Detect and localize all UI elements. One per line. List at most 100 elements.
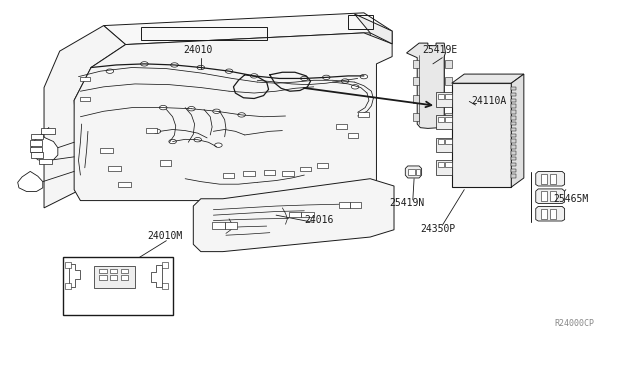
Bar — [348, 15, 373, 29]
Text: 24016: 24016 — [304, 215, 333, 225]
Bar — [550, 191, 556, 201]
Bar — [436, 115, 452, 129]
Bar — [550, 209, 556, 219]
Bar — [436, 160, 452, 175]
Bar — [438, 140, 444, 144]
Circle shape — [171, 63, 179, 67]
Bar — [445, 94, 452, 99]
Polygon shape — [511, 74, 524, 187]
Polygon shape — [69, 264, 81, 287]
Bar — [511, 174, 516, 178]
Bar — [511, 116, 516, 120]
Text: 24110A: 24110A — [472, 96, 507, 106]
Bar — [511, 134, 516, 137]
Bar — [408, 169, 415, 176]
Bar — [413, 60, 419, 68]
Bar — [243, 171, 255, 176]
Polygon shape — [536, 171, 564, 186]
Polygon shape — [150, 266, 162, 287]
Bar — [438, 117, 444, 122]
Bar — [81, 97, 90, 101]
Polygon shape — [405, 166, 422, 178]
Bar — [358, 112, 369, 118]
Text: R24000CP: R24000CP — [555, 319, 595, 328]
Bar — [445, 95, 452, 103]
Polygon shape — [193, 179, 394, 251]
Polygon shape — [44, 26, 125, 208]
Bar — [94, 266, 135, 288]
Bar — [511, 104, 516, 108]
Bar — [445, 117, 452, 122]
Bar — [108, 166, 120, 171]
Bar — [541, 191, 547, 201]
Circle shape — [212, 109, 220, 113]
Circle shape — [197, 65, 205, 70]
Circle shape — [214, 143, 222, 147]
Bar — [301, 212, 314, 217]
Bar — [436, 92, 452, 107]
Text: 25419E: 25419E — [423, 45, 458, 55]
Bar — [264, 170, 275, 175]
Circle shape — [106, 69, 114, 73]
Circle shape — [250, 74, 258, 78]
Circle shape — [225, 69, 233, 73]
Bar — [162, 283, 168, 289]
Bar — [511, 157, 516, 160]
Bar — [39, 158, 52, 164]
Bar — [348, 133, 358, 138]
Bar — [65, 262, 71, 268]
Circle shape — [194, 138, 202, 142]
Text: 24350P: 24350P — [420, 224, 456, 234]
Circle shape — [159, 105, 167, 110]
Bar — [511, 169, 516, 172]
Bar — [438, 94, 444, 99]
Bar — [511, 151, 516, 155]
Circle shape — [351, 85, 359, 89]
Bar — [81, 77, 90, 81]
Bar — [317, 163, 328, 168]
Bar — [225, 222, 237, 229]
Bar — [445, 113, 452, 121]
Bar — [436, 138, 452, 152]
Bar — [120, 275, 128, 280]
Bar — [511, 93, 516, 96]
Text: 25419N: 25419N — [389, 199, 424, 208]
Bar — [511, 163, 516, 166]
Polygon shape — [406, 43, 445, 128]
Circle shape — [141, 62, 148, 66]
Bar — [110, 275, 117, 280]
Bar — [31, 153, 43, 158]
Bar — [452, 83, 511, 187]
Bar — [141, 28, 267, 40]
Bar — [438, 162, 444, 167]
Bar — [511, 87, 516, 90]
Circle shape — [301, 76, 308, 81]
Polygon shape — [31, 128, 58, 161]
Bar — [120, 269, 128, 273]
Bar — [162, 262, 168, 268]
Bar — [30, 147, 42, 152]
Polygon shape — [74, 33, 392, 201]
Bar — [350, 202, 362, 208]
Text: 24010: 24010 — [183, 45, 212, 55]
Bar — [511, 145, 516, 149]
Bar — [511, 110, 516, 114]
Bar — [336, 124, 347, 129]
Bar — [511, 128, 516, 131]
Bar — [30, 140, 42, 145]
Text: 25465M: 25465M — [554, 194, 589, 204]
Circle shape — [188, 106, 195, 111]
Circle shape — [341, 79, 349, 83]
Bar — [550, 174, 556, 184]
Circle shape — [169, 140, 177, 144]
Bar — [445, 162, 452, 167]
Bar — [110, 269, 117, 273]
Bar — [413, 77, 419, 85]
Circle shape — [323, 75, 330, 80]
Bar — [339, 202, 350, 208]
Bar — [300, 167, 311, 171]
Bar — [31, 134, 43, 139]
Bar — [41, 128, 54, 134]
Circle shape — [153, 129, 161, 134]
Bar — [289, 212, 301, 217]
